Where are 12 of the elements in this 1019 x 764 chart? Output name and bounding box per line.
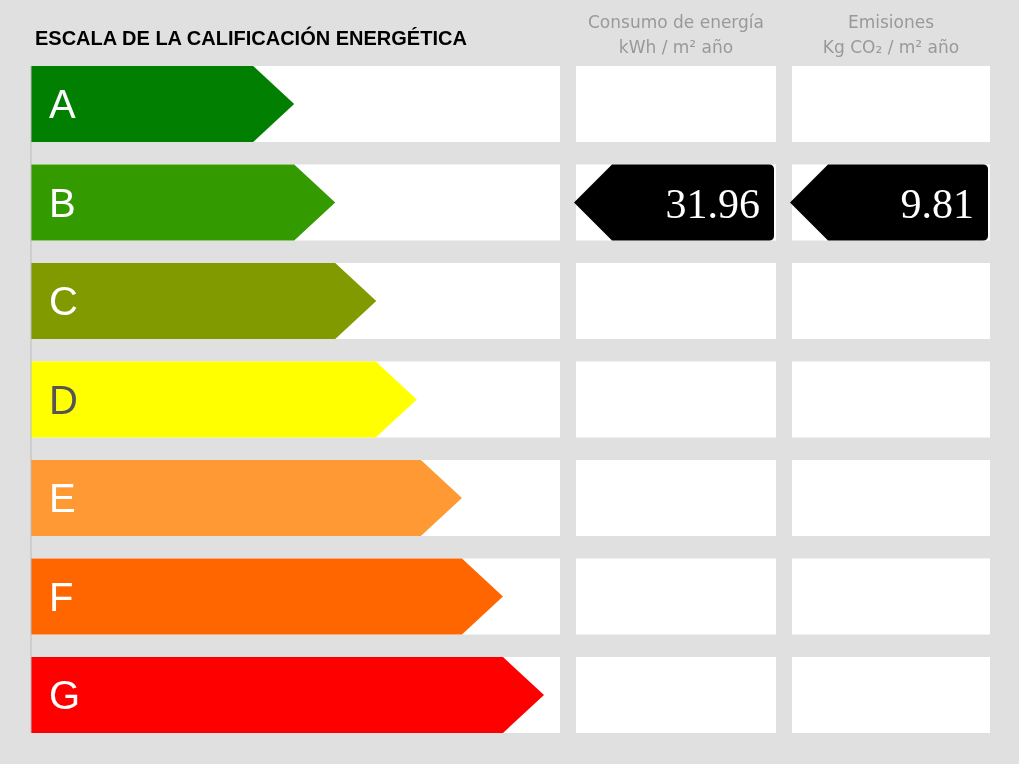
y-tick-label: C xyxy=(49,279,78,323)
text: 9.81 xyxy=(900,180,974,227)
y-tick-label: A xyxy=(49,82,76,126)
text: 31.96 xyxy=(665,180,760,227)
y-tick-label: B xyxy=(49,180,76,225)
y-tick-label: E xyxy=(49,476,76,520)
text: Emisiones Kg CO₂ / m² año xyxy=(822,12,960,57)
text: Consumo de energía kWh / m² año xyxy=(587,12,765,57)
chart-title: ESCALA DE LA CALIFICACIÓN ENERGÉTICA xyxy=(35,26,467,49)
y-tick-label: D xyxy=(49,377,78,422)
y-tick-label: F xyxy=(49,574,74,619)
y-tick-label: G xyxy=(49,673,81,717)
